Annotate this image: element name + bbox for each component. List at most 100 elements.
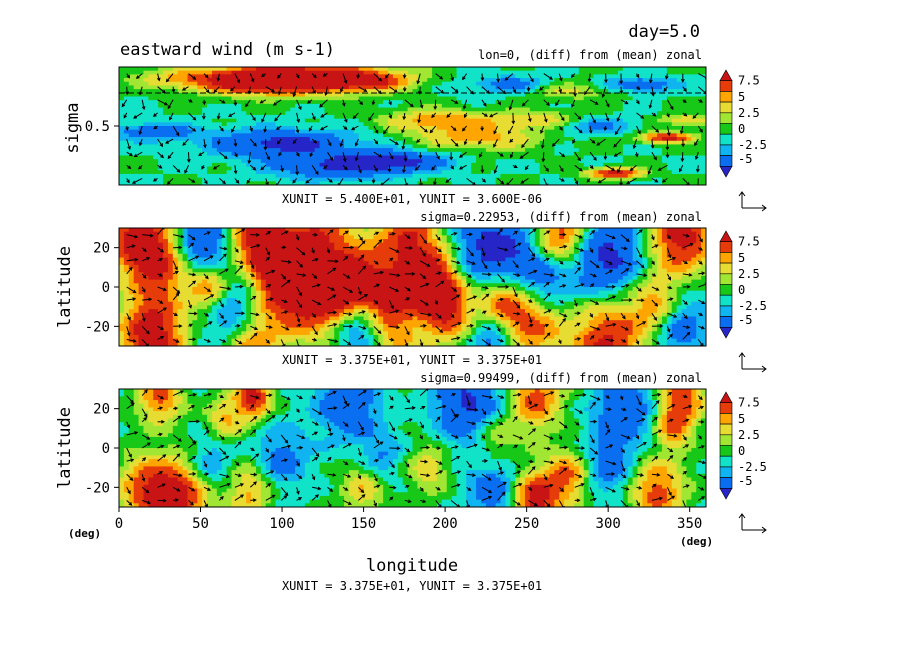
field-cell xyxy=(148,111,154,116)
field-cell xyxy=(549,148,555,153)
field-cell xyxy=(505,103,511,109)
field-cell xyxy=(510,166,516,171)
field-cell xyxy=(314,78,321,83)
field-cell xyxy=(255,81,262,86)
field-cell xyxy=(417,246,423,251)
field-cell xyxy=(564,107,570,112)
field-cell xyxy=(593,114,599,120)
field-cell xyxy=(187,159,193,164)
field-cell xyxy=(588,133,594,138)
field-cell xyxy=(172,151,179,156)
field-cell xyxy=(593,96,599,101)
field-cell xyxy=(334,148,340,153)
field-cell xyxy=(402,148,409,153)
field-cell xyxy=(569,231,575,236)
wind-vector xyxy=(233,165,238,175)
field-cell xyxy=(578,144,585,149)
field-cell xyxy=(334,246,340,251)
field-cell xyxy=(510,250,516,255)
field-cell xyxy=(573,78,580,83)
field-cell xyxy=(451,122,458,127)
field-cell xyxy=(544,100,550,105)
field-cell xyxy=(608,89,614,94)
field-cell xyxy=(182,155,188,160)
field-cell xyxy=(681,85,687,90)
wind-vector xyxy=(620,99,629,105)
field-cell xyxy=(642,166,648,171)
field-cell xyxy=(226,166,233,171)
field-cell xyxy=(241,74,247,79)
field-cell xyxy=(324,70,330,75)
field-cell xyxy=(461,231,467,236)
field-cell xyxy=(569,114,575,120)
field-cell xyxy=(642,140,648,145)
field-cell xyxy=(314,231,321,236)
field-cell xyxy=(314,100,321,105)
field-cell xyxy=(573,177,580,182)
field-cell xyxy=(397,166,404,171)
field-cell xyxy=(544,177,550,182)
field-cell xyxy=(637,177,643,182)
field-cell xyxy=(344,85,350,90)
field-cell xyxy=(138,239,144,244)
field-cell xyxy=(163,137,169,142)
field-cell xyxy=(476,78,482,83)
wind-vector xyxy=(323,164,328,170)
field-cell xyxy=(608,239,614,244)
field-cell xyxy=(525,181,531,185)
wind-vector xyxy=(131,177,143,184)
field-cell xyxy=(627,103,634,109)
field-cell xyxy=(138,107,144,112)
field-cell xyxy=(251,133,257,138)
field-cell xyxy=(167,70,174,75)
field-cell xyxy=(309,96,316,101)
field-cell xyxy=(329,78,335,83)
field-cell xyxy=(407,155,413,160)
field-cell xyxy=(510,92,516,97)
wind-vector xyxy=(493,125,498,135)
field-cell xyxy=(153,140,159,145)
field-cell xyxy=(197,173,203,179)
field-cell xyxy=(211,231,218,236)
field-cell xyxy=(119,74,125,79)
field-cell xyxy=(133,177,140,182)
field-cell xyxy=(299,137,306,142)
field-cell xyxy=(544,126,550,131)
field-cell xyxy=(583,155,590,160)
field-cell xyxy=(495,170,502,175)
wind-vector xyxy=(234,73,240,84)
field-cell xyxy=(505,250,511,255)
field-cell xyxy=(446,228,453,233)
field-cell xyxy=(231,250,237,255)
field-cell xyxy=(373,126,379,131)
field-cell xyxy=(505,170,511,175)
field-cell xyxy=(632,74,639,79)
field-cell xyxy=(339,231,345,236)
field-cell xyxy=(666,246,673,251)
field-cell xyxy=(461,137,467,142)
field-cell xyxy=(148,170,154,175)
field-cell xyxy=(407,250,413,255)
field-cell xyxy=(622,107,629,112)
wind-vector xyxy=(126,151,133,157)
field-cell xyxy=(613,67,619,72)
field-cell xyxy=(412,228,418,233)
field-cell xyxy=(339,137,345,142)
field-cell xyxy=(358,126,365,131)
field-cell xyxy=(666,70,673,75)
field-cell xyxy=(182,126,188,131)
field-cell xyxy=(334,107,340,112)
field-cell xyxy=(251,181,257,185)
field-cell xyxy=(260,89,267,94)
field-cell xyxy=(441,242,448,247)
field-cell xyxy=(529,231,536,236)
field-cell xyxy=(226,144,233,149)
field-cell xyxy=(608,177,614,182)
field-cell xyxy=(133,111,140,116)
field-cell xyxy=(642,181,648,185)
field-cell xyxy=(383,81,389,86)
field-cell xyxy=(441,148,448,153)
field-cell xyxy=(569,133,575,138)
field-cell xyxy=(701,151,706,156)
field-cell xyxy=(192,118,198,123)
